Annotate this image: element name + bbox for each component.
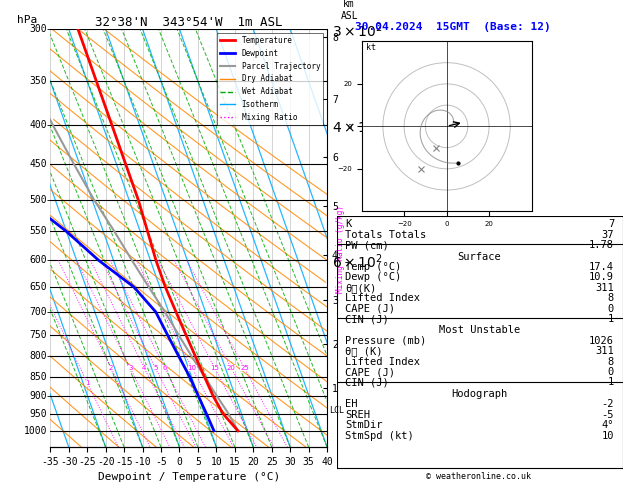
Text: 600: 600 <box>30 256 47 265</box>
Text: CIN (J): CIN (J) <box>345 314 389 324</box>
Text: CAPE (J): CAPE (J) <box>345 304 395 313</box>
Text: 2: 2 <box>109 365 113 371</box>
Text: hPa: hPa <box>17 15 37 25</box>
Text: 950: 950 <box>30 409 47 419</box>
Text: kt: kt <box>366 43 376 52</box>
Legend: Temperature, Dewpoint, Parcel Trajectory, Dry Adiabat, Wet Adiabat, Isotherm, Mi: Temperature, Dewpoint, Parcel Trajectory… <box>217 33 323 125</box>
Text: -5: -5 <box>601 410 614 420</box>
Text: LCL: LCL <box>329 406 344 415</box>
Text: 311: 311 <box>596 347 614 356</box>
Text: SREH: SREH <box>345 410 370 420</box>
Text: Lifted Index: Lifted Index <box>345 357 420 366</box>
Text: Mixing Ratio (g/kg): Mixing Ratio (g/kg) <box>337 205 345 293</box>
Title: 32°38'N  343°54'W  1m ASL: 32°38'N 343°54'W 1m ASL <box>95 16 282 29</box>
Text: Hodograph: Hodograph <box>452 389 508 399</box>
Text: km
ASL: km ASL <box>340 0 358 21</box>
Text: 300: 300 <box>30 24 47 34</box>
Text: CIN (J): CIN (J) <box>345 378 389 387</box>
Text: Most Unstable: Most Unstable <box>439 326 520 335</box>
Text: 450: 450 <box>30 159 47 170</box>
Text: PW (cm): PW (cm) <box>345 240 389 250</box>
Text: 500: 500 <box>30 194 47 205</box>
Text: 10: 10 <box>601 431 614 440</box>
Text: 4: 4 <box>142 365 147 371</box>
Text: θᴄ(K): θᴄ(K) <box>345 283 376 293</box>
Text: 1: 1 <box>608 314 614 324</box>
Text: Dewp (°C): Dewp (°C) <box>345 273 401 282</box>
Text: 1: 1 <box>608 378 614 387</box>
Text: 4°: 4° <box>601 420 614 430</box>
Text: Totals Totals: Totals Totals <box>345 230 426 240</box>
Text: 550: 550 <box>30 226 47 236</box>
Text: © weatheronline.co.uk: © weatheronline.co.uk <box>426 472 530 481</box>
Text: 400: 400 <box>30 120 47 130</box>
Text: StmDir: StmDir <box>345 420 382 430</box>
Text: Pressure (mb): Pressure (mb) <box>345 336 426 346</box>
Text: θᴄ (K): θᴄ (K) <box>345 347 382 356</box>
Text: 1000: 1000 <box>24 426 47 436</box>
Text: K: K <box>345 219 352 229</box>
Text: 350: 350 <box>30 76 47 86</box>
Text: 850: 850 <box>30 372 47 382</box>
Text: Temp (°C): Temp (°C) <box>345 262 401 272</box>
Text: 311: 311 <box>596 283 614 293</box>
Text: 10: 10 <box>187 365 197 371</box>
Text: 5: 5 <box>153 365 158 371</box>
X-axis label: Dewpoint / Temperature (°C): Dewpoint / Temperature (°C) <box>97 472 280 483</box>
Text: 17.4: 17.4 <box>589 262 614 272</box>
Text: 0: 0 <box>608 304 614 313</box>
Text: EH: EH <box>345 399 358 409</box>
Text: Lifted Index: Lifted Index <box>345 293 420 303</box>
Text: 10.9: 10.9 <box>589 273 614 282</box>
Text: 800: 800 <box>30 351 47 362</box>
Text: 1.78: 1.78 <box>589 240 614 250</box>
Text: 0: 0 <box>608 367 614 377</box>
Text: 1: 1 <box>85 380 90 386</box>
Text: StmSpd (kt): StmSpd (kt) <box>345 431 414 440</box>
Text: 1026: 1026 <box>589 336 614 346</box>
Text: 37: 37 <box>601 230 614 240</box>
Text: 900: 900 <box>30 391 47 400</box>
Text: 8: 8 <box>608 357 614 366</box>
Text: 7: 7 <box>608 219 614 229</box>
Text: 8: 8 <box>608 293 614 303</box>
Text: 6: 6 <box>163 365 167 371</box>
Text: Surface: Surface <box>458 252 501 261</box>
Text: 20: 20 <box>227 365 236 371</box>
Text: 25: 25 <box>240 365 249 371</box>
Text: 700: 700 <box>30 307 47 317</box>
Text: 3: 3 <box>128 365 133 371</box>
Text: 30.04.2024  15GMT  (Base: 12): 30.04.2024 15GMT (Base: 12) <box>355 22 551 32</box>
Text: 650: 650 <box>30 282 47 292</box>
Text: CAPE (J): CAPE (J) <box>345 367 395 377</box>
Text: 15: 15 <box>210 365 220 371</box>
Text: -2: -2 <box>601 399 614 409</box>
Text: 750: 750 <box>30 330 47 340</box>
